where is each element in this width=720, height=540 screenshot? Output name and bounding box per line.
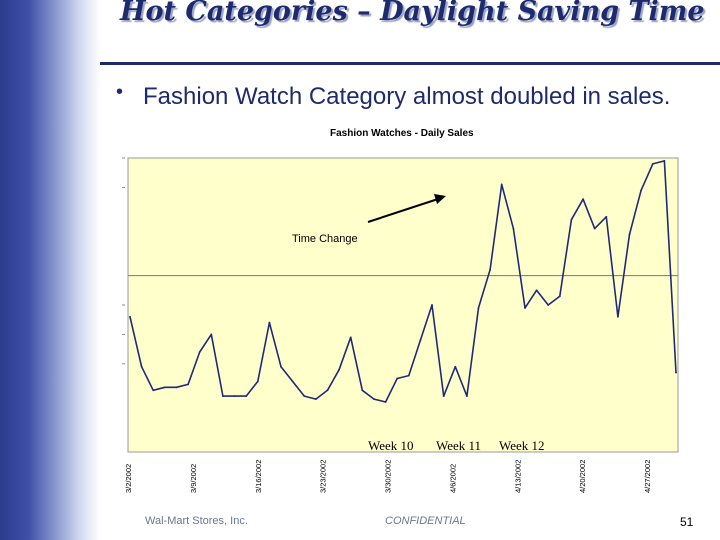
data-point — [245, 395, 248, 398]
week-label: Week 12 — [499, 438, 545, 453]
data-point — [373, 398, 375, 400]
footer-confidential: CONFIDENTIAL — [385, 515, 466, 527]
week-label: Week 11 — [436, 438, 481, 453]
annotation-arrow-head — [434, 194, 446, 204]
data-point — [396, 377, 399, 380]
data-point — [558, 295, 561, 298]
data-point — [431, 304, 433, 306]
annotation-arrow-shaft — [367, 198, 439, 223]
data-point — [617, 315, 619, 318]
bullet-dot-icon: • — [116, 81, 124, 103]
data-point — [314, 398, 317, 400]
data-point — [198, 351, 201, 353]
data-point — [442, 395, 445, 398]
x-tick-label: 4/20/2002 — [578, 460, 587, 493]
data-point — [303, 395, 306, 398]
sidebar-gradient — [0, 0, 100, 540]
data-point — [407, 374, 410, 377]
series-line — [129, 160, 677, 403]
data-point — [210, 333, 213, 336]
data-point — [280, 365, 282, 368]
data-point — [465, 395, 468, 398]
data-point — [651, 162, 654, 165]
data-point — [663, 160, 666, 162]
data-point — [129, 315, 131, 318]
chart-title: Fashion Watches - Daily Sales — [330, 128, 474, 139]
data-point — [419, 339, 422, 342]
week-label: Week 10 — [368, 438, 414, 453]
x-tick-label: 3/2/2002 — [124, 464, 133, 493]
annotation-label: Time Change — [292, 233, 358, 245]
data-point — [535, 289, 538, 292]
data-point — [454, 365, 457, 368]
data-point — [256, 380, 259, 383]
data-point — [222, 395, 224, 398]
data-point — [640, 189, 643, 192]
data-point — [524, 307, 526, 309]
data-point — [628, 233, 631, 236]
data-point — [605, 215, 608, 218]
data-point — [547, 304, 550, 306]
plot-area — [127, 157, 679, 453]
x-tick-label: 3/16/2002 — [254, 460, 263, 493]
data-point — [512, 227, 515, 230]
data-point — [163, 386, 166, 389]
data-point — [268, 321, 271, 324]
data-point — [489, 268, 492, 271]
footer-company: Wal-Mart Stores, Inc. — [145, 515, 248, 527]
data-point — [361, 389, 364, 392]
data-point — [187, 383, 189, 386]
data-point — [291, 380, 294, 383]
slide-title: Hot Categories – Daylight Saving Time — [120, 0, 705, 27]
x-tick-label: 3/23/2002 — [319, 460, 328, 493]
data-point — [675, 371, 677, 374]
data-point — [582, 198, 584, 201]
data-point — [593, 227, 596, 230]
data-point — [233, 395, 236, 398]
page-number: 51 — [680, 515, 694, 529]
data-point — [384, 401, 387, 403]
data-point — [175, 386, 178, 389]
title-divider — [100, 62, 720, 65]
data-point — [152, 389, 155, 392]
data-point — [326, 389, 329, 392]
x-tick-label: 4/27/2002 — [643, 460, 652, 493]
x-tick-label: 3/9/2002 — [189, 464, 198, 493]
x-tick-label: 3/30/2002 — [384, 460, 393, 493]
bullet-text: Fashion Watch Category almost doubled in… — [143, 83, 671, 110]
data-point — [338, 368, 341, 371]
data-point — [140, 365, 143, 368]
x-tick-label: 4/13/2002 — [513, 460, 522, 493]
data-point — [570, 218, 573, 221]
data-point — [349, 336, 352, 339]
x-tick-label: 4/6/2002 — [448, 464, 457, 493]
data-point — [500, 183, 503, 186]
data-point — [477, 307, 480, 309]
